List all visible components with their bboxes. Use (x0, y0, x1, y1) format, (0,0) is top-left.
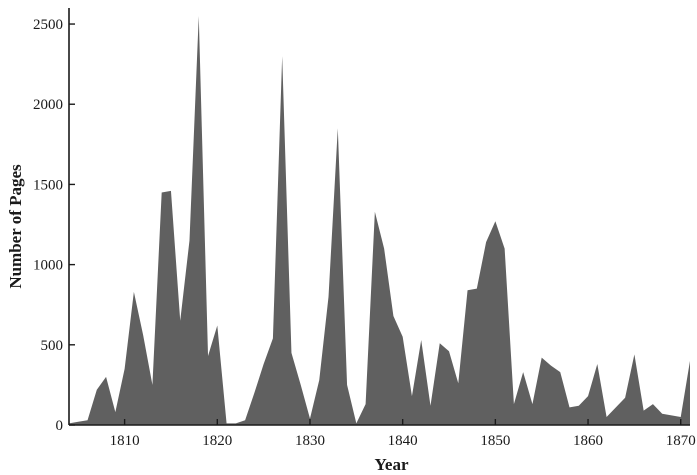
y-tick-label: 2500 (33, 17, 63, 33)
x-tick-label: 1860 (573, 433, 603, 449)
y-tick-label: 0 (56, 418, 64, 434)
x-axis-title: Year (375, 455, 409, 474)
x-tick-label: 1810 (110, 433, 140, 449)
y-tick-label: 500 (41, 338, 64, 354)
x-tick-label: 1830 (295, 433, 325, 449)
y-tick-label: 2000 (33, 97, 63, 113)
x-tick-label: 1840 (388, 433, 418, 449)
y-axis-ticks: 0 500 1000 1500 2000 2500 (33, 17, 75, 434)
area-series-fill (69, 16, 690, 426)
x-axis-ticks: 1810 1820 1830 1840 1850 1860 1870 (110, 419, 696, 449)
x-tick-label: 1870 (666, 433, 696, 449)
y-axis-title: Number of Pages (6, 164, 25, 289)
x-tick-label: 1850 (480, 433, 510, 449)
y-tick-label: 1500 (33, 177, 63, 193)
x-tick-label: 1820 (202, 433, 232, 449)
y-tick-label: 1000 (33, 258, 63, 274)
plot-area (69, 16, 690, 426)
